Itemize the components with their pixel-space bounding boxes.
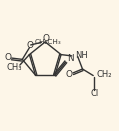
Text: Cl: Cl (91, 89, 99, 98)
Text: O: O (66, 70, 73, 79)
Text: O: O (27, 41, 34, 50)
Text: CH₂CH₃: CH₂CH₃ (35, 39, 61, 45)
Text: N: N (67, 54, 74, 63)
Text: CH₂: CH₂ (97, 70, 112, 79)
Text: NH: NH (75, 51, 88, 60)
Text: O: O (5, 53, 12, 62)
Text: CH₃: CH₃ (6, 62, 22, 72)
Text: O: O (42, 34, 49, 43)
